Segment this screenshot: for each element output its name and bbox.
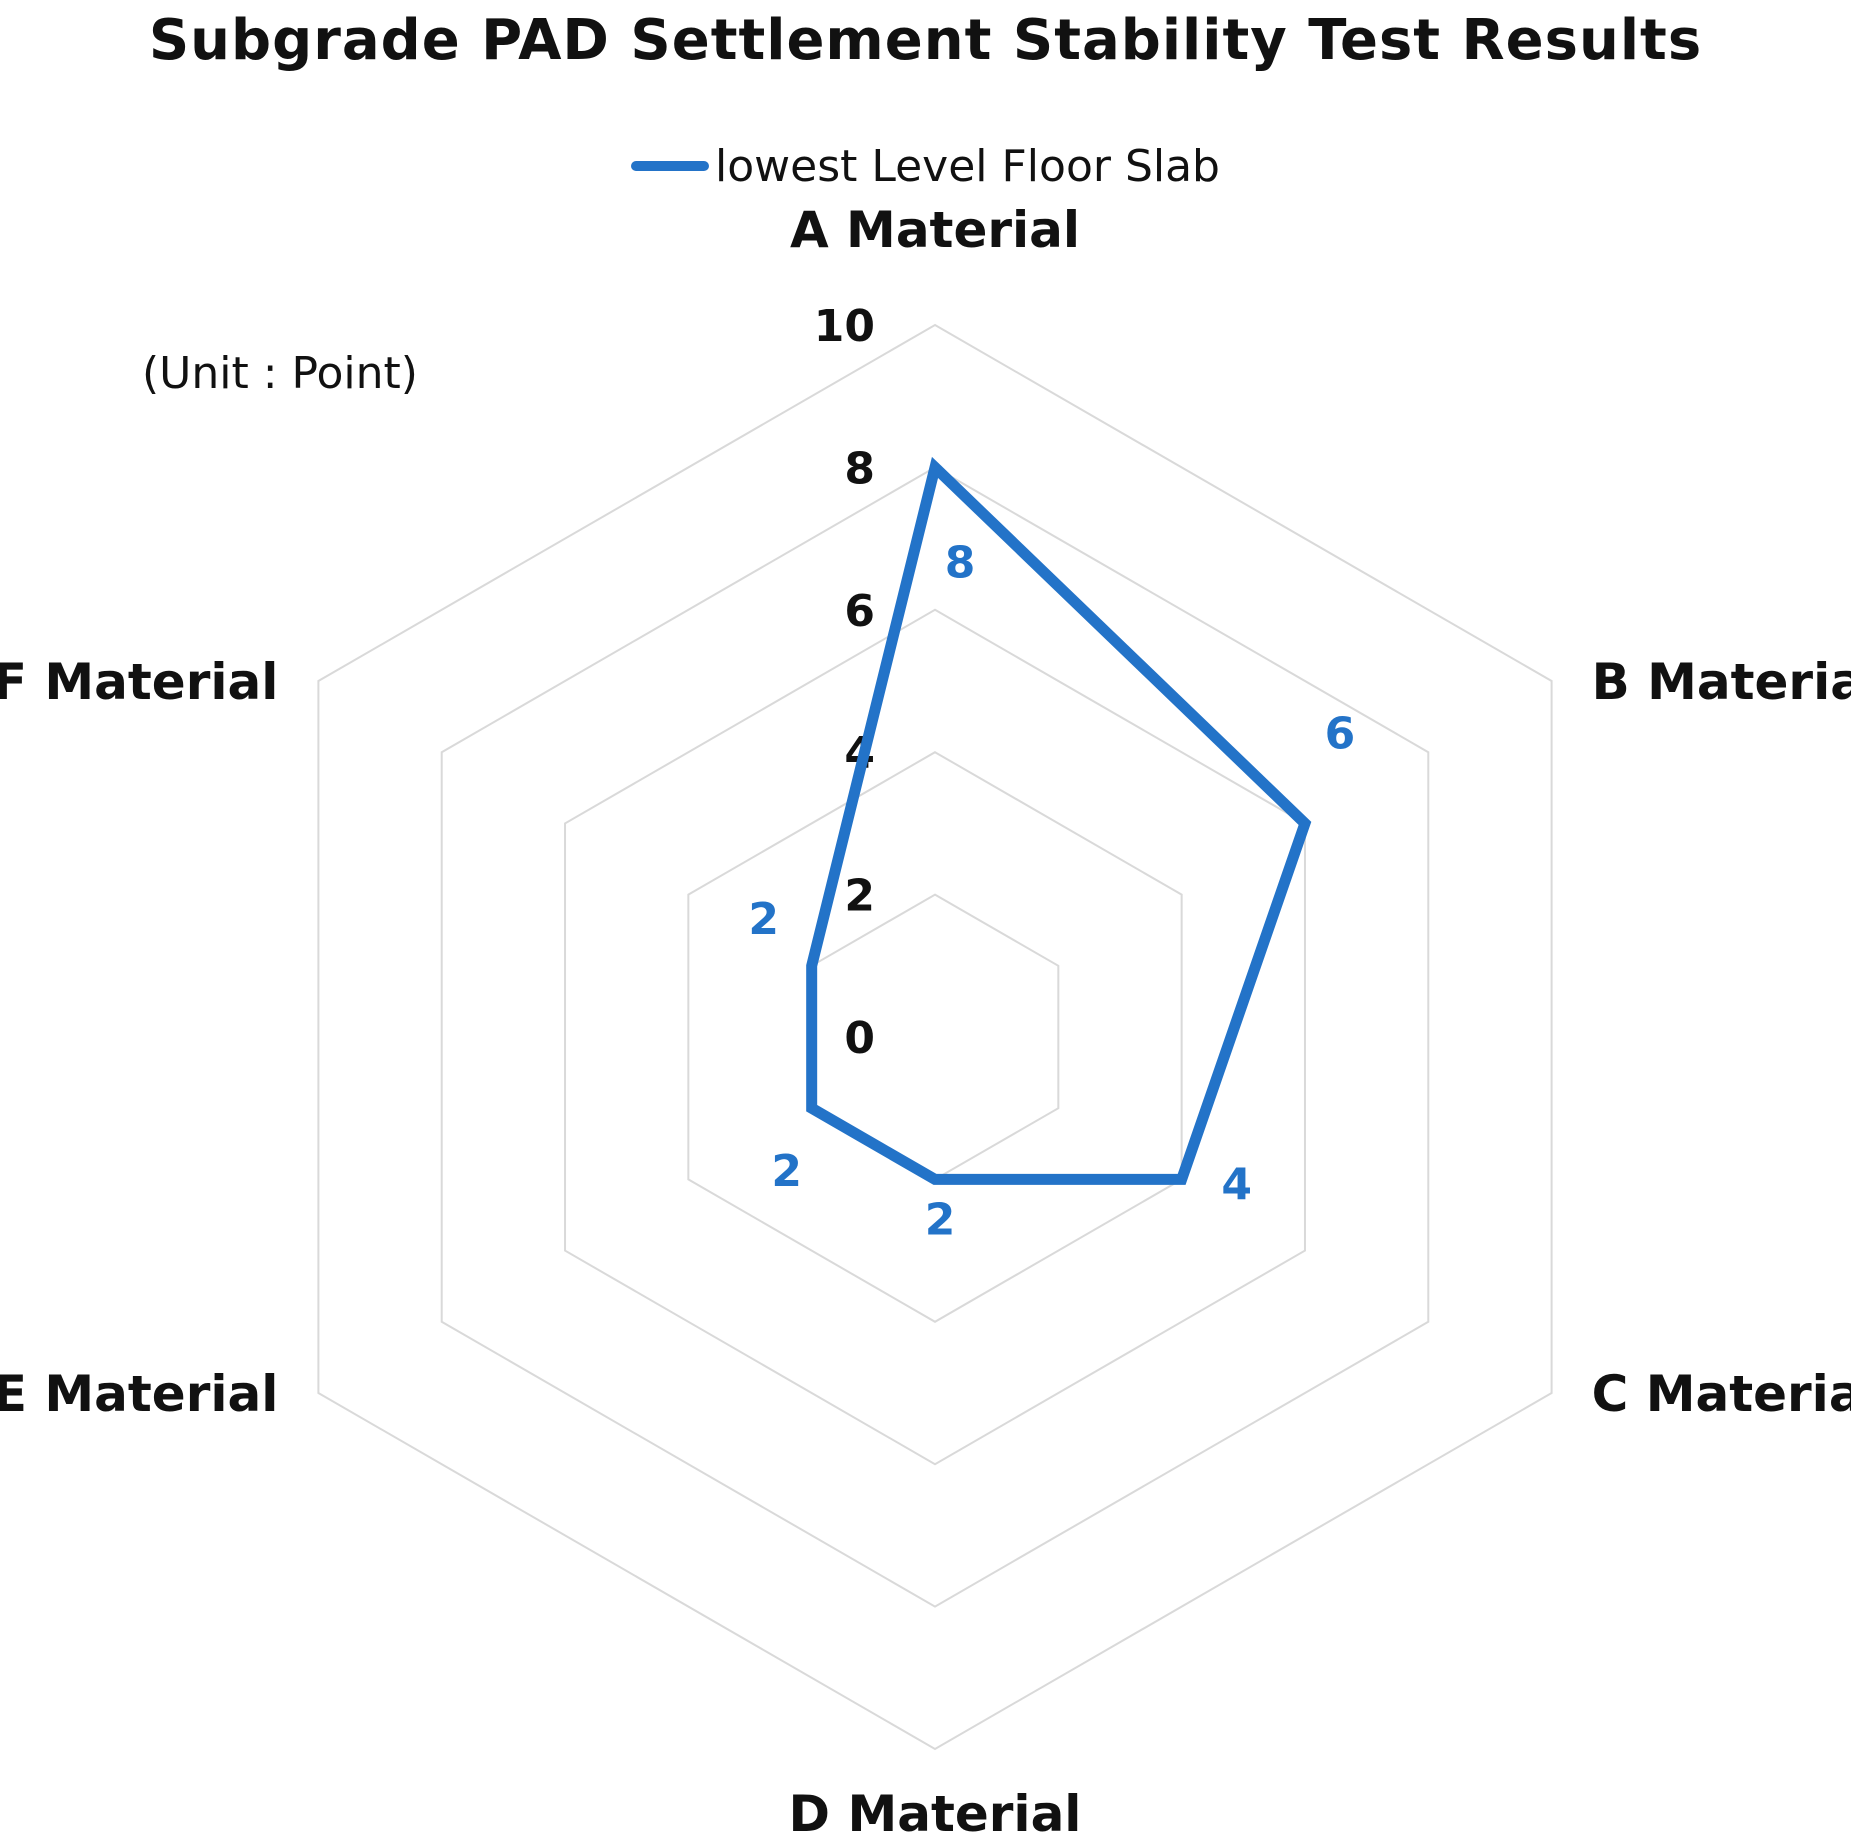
grid-ring xyxy=(440,466,1430,1608)
data-label: 4 xyxy=(1221,1159,1252,1210)
series-line xyxy=(806,456,1312,1185)
grid-ring xyxy=(687,751,1183,1323)
axis-tick-label: 0 xyxy=(844,1013,875,1064)
legend-swatch xyxy=(631,161,709,171)
axis-tick-label: 10 xyxy=(814,301,875,352)
axis-tick-label: 8 xyxy=(844,443,875,494)
data-label: 6 xyxy=(1325,708,1356,759)
legend: lowest Level Floor Slab xyxy=(0,138,1851,194)
grid-ring xyxy=(564,608,1306,1466)
chart-title: Subgrade PAD Settlement Stability Test R… xyxy=(148,8,1703,73)
category-label: A Material xyxy=(790,201,1080,259)
data-label: 2 xyxy=(748,894,779,945)
category-label: F Material xyxy=(0,653,278,711)
axis-tick-label: 6 xyxy=(844,586,875,637)
category-label: D Material xyxy=(789,1785,1082,1843)
category-label: E Material xyxy=(0,1365,278,1423)
data-label: 2 xyxy=(925,1194,956,1245)
unit-note: (Unit : Point) xyxy=(142,348,418,399)
data-label: 8 xyxy=(945,537,976,588)
legend-label: lowest Level Floor Slab xyxy=(715,140,1220,192)
axis-tick-label: 2 xyxy=(844,871,875,922)
category-label: C Material xyxy=(1592,1365,1851,1423)
data-label: 2 xyxy=(771,1146,802,1197)
category-label: B Material xyxy=(1592,653,1851,711)
grid-ring xyxy=(317,323,1553,1751)
